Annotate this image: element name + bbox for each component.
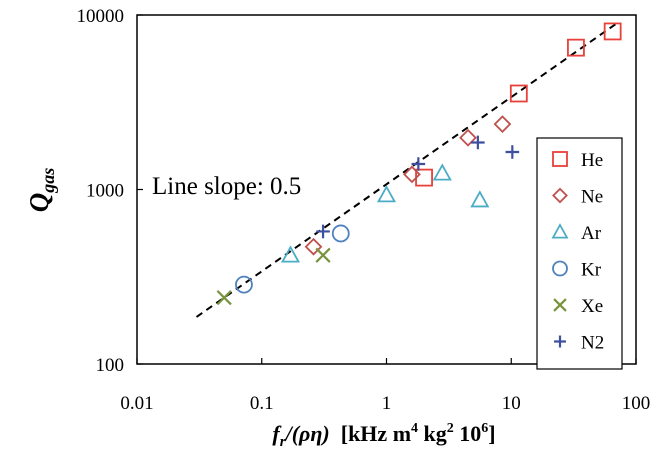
y-tick-label: 100 — [96, 355, 125, 376]
data-point-ar — [280, 245, 301, 263]
legend-marker-ar — [551, 223, 569, 239]
legend-label-xe: Xe — [581, 296, 603, 317]
x-axis-label: fr/(ρη) [kHz m4 kg2 106] — [272, 421, 495, 450]
data-point-ne — [493, 115, 512, 133]
legend-marker-ne — [552, 187, 568, 204]
data-point-kr — [331, 224, 350, 243]
y-tick-label: 1000 — [86, 181, 124, 202]
legend-marker-he — [552, 151, 568, 167]
y-axis-label: Qgas — [24, 168, 58, 213]
legend-box — [536, 137, 623, 370]
data-point-ne — [459, 128, 477, 147]
y-tick-label: 10000 — [77, 6, 125, 27]
data-point-n2 — [471, 135, 485, 150]
legend-label-n2: N2 — [581, 333, 604, 354]
data-point-ne — [403, 165, 421, 184]
legend-label-he: He — [581, 150, 603, 171]
x-axis-title: fr/(ρη) [kHz m4 kg2 106] — [272, 421, 495, 450]
data-point-he — [509, 84, 528, 103]
data-point-xe — [315, 247, 331, 263]
x-tick-label: 0.1 — [250, 393, 274, 414]
data-point-n2 — [505, 145, 520, 159]
data-point-ar — [432, 163, 452, 181]
x-tick-label: 0.01 — [120, 393, 153, 414]
data-point-n2 — [316, 224, 330, 239]
data-point-kr — [235, 275, 253, 294]
y-axis-title: Qgas — [24, 168, 58, 213]
data-point-he — [603, 22, 622, 41]
legend-marker-kr — [552, 260, 568, 277]
data-point-xe — [216, 290, 232, 306]
fit-line-group — [195, 22, 618, 318]
axis-ticks: 0.01 0.1 1 10 100 100 1000 10000 — [77, 6, 651, 414]
legend-label-ar: Ar — [581, 223, 602, 244]
x-tick-label: 1 — [382, 393, 392, 414]
legend-marker-n2 — [554, 335, 566, 348]
x-tick-label: 10 — [502, 393, 521, 414]
data-point-n2 — [411, 157, 426, 171]
legend-marker-xe — [553, 298, 567, 312]
legend-label-kr: Kr — [581, 260, 602, 281]
fit-line — [195, 22, 618, 318]
data-point-ar — [376, 185, 397, 203]
slope-annotation: Line slope: 0.5 — [152, 173, 301, 200]
data-point-ne — [304, 237, 323, 256]
data-point-ar — [470, 190, 490, 208]
data-point-he — [415, 168, 433, 187]
legend-label-ne: Ne — [581, 187, 603, 208]
x-tick-label: 100 — [622, 393, 651, 414]
data-points — [216, 22, 622, 306]
data-point-he — [567, 38, 585, 57]
legend: He Ne Ar Kr Xe N2 — [536, 137, 623, 370]
